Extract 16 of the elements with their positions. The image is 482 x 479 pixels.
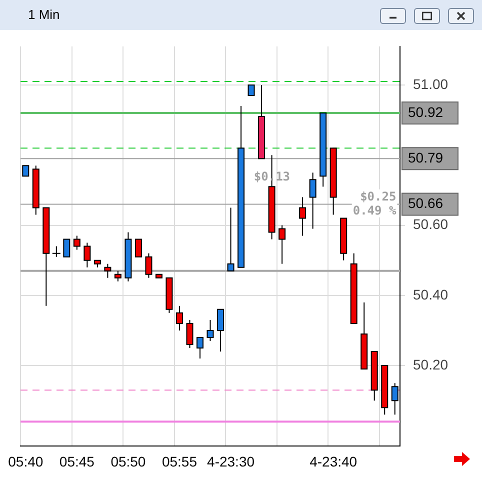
x-tick-label: 4-23:30	[207, 453, 255, 470]
ref-line-label: 50.66	[408, 195, 444, 212]
annotation: $0.25	[360, 189, 396, 204]
y-tick-label: 50.20	[413, 356, 448, 372]
y-tick-label: 50.40	[413, 286, 448, 302]
annotation: 0.49 %	[352, 203, 397, 218]
x-tick-label: 05:55	[162, 453, 198, 470]
chart-title: 1 Min	[28, 7, 60, 22]
y-tick-label: 50.60	[413, 216, 448, 232]
ref-line-label: 50.92	[408, 104, 444, 120]
y-tick-label: 51.00	[413, 76, 448, 92]
ref-line-label: 50.79	[408, 149, 444, 166]
x-tick-label: 05:45	[59, 453, 95, 470]
x-tick-label: 4-23:40	[310, 453, 358, 470]
x-tick-label: 05:50	[110, 453, 146, 470]
x-tick-label: 05:40	[8, 453, 44, 470]
